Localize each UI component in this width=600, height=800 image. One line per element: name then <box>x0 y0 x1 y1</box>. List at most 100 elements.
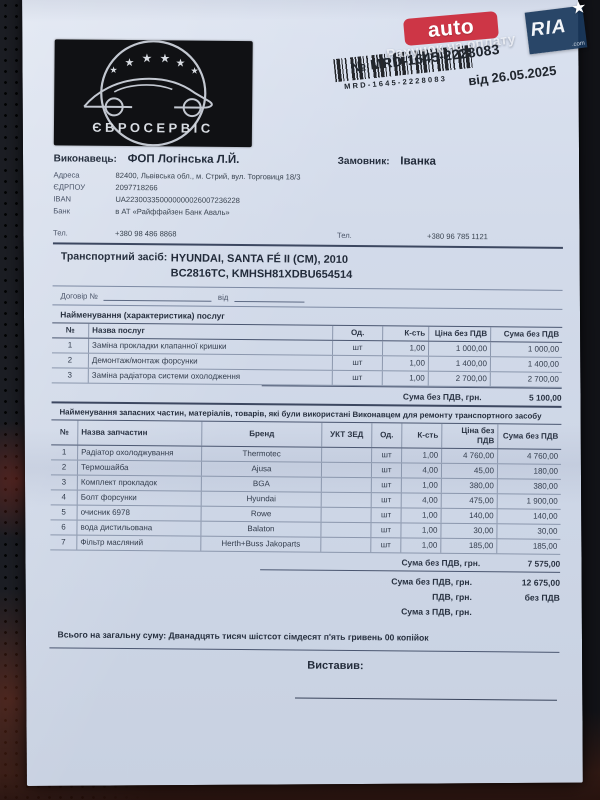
part-brand: Balaton <box>200 521 321 537</box>
part-ukt <box>320 522 371 538</box>
part-qty: 1,00 <box>401 448 442 463</box>
info-label: IBAN <box>53 194 72 204</box>
part-num: 6 <box>61 522 66 532</box>
ria-com-label: .com <box>571 40 586 49</box>
part-price: 475,00 <box>440 493 497 509</box>
total-label: ПДВ, грн. <box>432 591 472 602</box>
part-ukt <box>320 462 372 478</box>
executor-info-row: Банк в АТ «Райффайзен Банк Аваль» <box>53 205 337 219</box>
part-ukt <box>320 537 371 553</box>
col-unit: Од. <box>371 423 402 448</box>
part-ukt <box>320 477 371 493</box>
col-brand: Бренд <box>201 421 322 447</box>
contract-number-blank <box>103 291 212 302</box>
invoice-content: ★ ★ ★ ★ ★ ★ ЄВРОСЕРВІС Виконавець <box>22 0 579 701</box>
part-brand: Rowe <box>200 506 321 522</box>
customer-phone: +380 96 785 1121 <box>426 231 488 242</box>
col-sum: Сума без ПДВ <box>490 327 563 342</box>
totals-block: Сума без ПДВ, грн. 12 675,00 ПДВ, грн. б… <box>50 570 560 619</box>
logo-brand-text: ЄВРОСЕРВІС <box>92 120 214 136</box>
part-price: 30,00 <box>440 523 497 539</box>
part-num: 2 <box>61 462 67 472</box>
part-name: вода дистильована <box>76 520 201 536</box>
euroservice-logo-art: ★ ★ ★ ★ ★ ★ ЄВРОСЕРВІС <box>83 40 214 147</box>
customer-block: Замовник: Іванка Тел. +380 96 785 1121 <box>337 155 564 242</box>
star-icon: ★ <box>109 65 117 75</box>
star-icon: ★ <box>190 66 198 76</box>
service-sum: 2 700,00 <box>489 372 562 387</box>
part-sum: 4 760,00 <box>497 449 562 464</box>
part-num: 4 <box>61 492 66 502</box>
executor-name: ФОП Логінська Л.Й. <box>127 153 240 167</box>
service-price: 1 000,00 <box>427 341 491 357</box>
executor-header: Виконавець: ФОП Логінська Л.Й. <box>54 152 338 166</box>
part-price: 380,00 <box>440 478 497 494</box>
part-qty: 4,00 <box>400 463 442 478</box>
service-unit: шт <box>331 370 382 386</box>
star-icon: ★ <box>124 57 134 69</box>
part-price: 140,00 <box>440 508 497 524</box>
service-name: Заміна прокладки клапанної кришки <box>88 338 333 355</box>
part-sum: 1 900,00 <box>496 494 561 509</box>
issued-label: Виставив: <box>307 659 364 673</box>
contract-date-blank <box>234 292 305 303</box>
executor-phone: +380 98 486 8868 <box>115 228 177 239</box>
part-unit: шт <box>370 538 401 553</box>
part-name: Болт форсунки <box>76 490 201 506</box>
part-unit: шт <box>370 478 401 493</box>
col-ukt: УКТ ЗЕД <box>321 422 372 448</box>
car-wheel-icon <box>104 97 124 117</box>
part-num: 3 <box>61 477 67 487</box>
car-roof-line <box>113 84 173 93</box>
col-qty: К-сть <box>401 423 442 448</box>
executor-label: Виконавець: <box>53 153 117 165</box>
service-qty: 1,00 <box>381 371 428 386</box>
divider <box>49 647 560 653</box>
service-sum: 1 400,00 <box>489 357 562 372</box>
parts-subtotal-value: 7 575,00 <box>527 558 561 569</box>
part-sum: 380,00 <box>496 479 561 494</box>
services-rows: 1 Заміна прокладки клапанної кришки шт 1… <box>51 338 563 388</box>
part-qty: 1,00 <box>400 538 441 553</box>
service-price: 1 400,00 <box>427 356 490 372</box>
part-brand: Hyundai <box>200 491 321 507</box>
part-price: 45,00 <box>440 463 498 479</box>
part-sum: 30,00 <box>496 524 561 539</box>
part-sum: 140,00 <box>496 509 561 524</box>
info-label: Банк <box>53 206 71 216</box>
customer-name: Іванка <box>400 155 436 168</box>
info-value: в АТ «Райффайзен Банк Аваль» <box>115 206 230 217</box>
document-date: від 26.05.2025 <box>467 62 558 89</box>
info-label: ЄДРПОУ <box>53 182 86 192</box>
vehicle-label: Транспортний засіб: <box>60 250 168 264</box>
phone-label: Тел. <box>336 230 352 240</box>
part-unit: шт <box>370 463 402 478</box>
service-qty: 1,00 <box>381 356 428 371</box>
services-subtotal-label: Сума без ПДВ, грн. <box>402 391 482 403</box>
signature-line <box>294 697 557 701</box>
invoice-paper: ★ ★ ★ ★ ★ ★ ЄВРОСЕРВІС Виконавець <box>22 0 583 786</box>
service-unit: шт <box>331 355 382 371</box>
contract-label: Договір № <box>60 291 99 301</box>
total-value: 12 675,00 <box>521 576 561 588</box>
part-unit: шт <box>370 493 401 508</box>
executor-details: Адреса 82400, Львівська обл., м. Стрий, … <box>53 169 337 219</box>
part-unit: шт <box>371 448 402 463</box>
part-brand: Ajusa <box>200 461 322 477</box>
service-num: 1 <box>67 340 73 350</box>
ria-logo: ★ RIA .com <box>524 0 588 55</box>
car-silhouette-icon <box>83 77 213 109</box>
customer-header: Замовник: Іванка <box>338 155 564 169</box>
ria-star-icon: ★ <box>570 0 588 18</box>
part-num: 5 <box>61 507 66 517</box>
total-words-label: Всього на загальну суму: <box>57 629 167 641</box>
part-num: 7 <box>61 537 66 547</box>
info-label: Адреса <box>53 170 80 180</box>
parties-section: Виконавець: ФОП Логінська Л.Й. Адреса 82… <box>53 152 564 241</box>
service-name: Заміна радіатора системи охолодження <box>87 368 332 385</box>
col-num: № <box>59 427 69 437</box>
part-brand: Thermotec <box>201 446 322 462</box>
star-icon: ★ <box>142 51 153 65</box>
autoria-watermark: MRD-1645-2228083 auto ★ RIA .com Рахунок… <box>330 0 598 118</box>
part-name: Комплект прокладок <box>76 475 201 491</box>
